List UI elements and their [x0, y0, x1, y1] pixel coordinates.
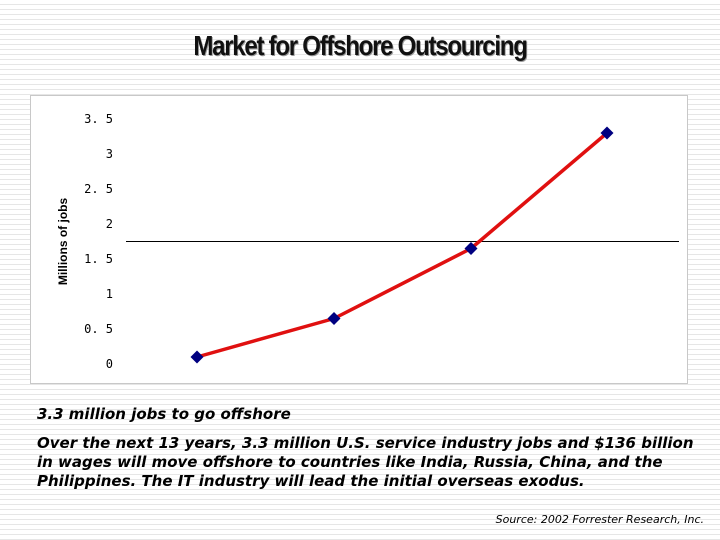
source-note: Source: 2002 Forrester Research, Inc. — [495, 513, 704, 526]
chart-panel: Millions of jobs 0 0. 5 1 1. 5 2 2. 5 3 3. 5 — [30, 95, 688, 384]
y-tick-label: 3. 5 — [84, 112, 113, 126]
data-point-marker — [327, 312, 341, 325]
y-tick-label: 0 — [106, 357, 113, 371]
data-point-marker — [464, 242, 478, 255]
description: Over the next 13 years, 3.3 million U.S.… — [37, 434, 694, 490]
data-point-marker — [190, 350, 204, 364]
y-tick-label: 3 — [106, 147, 113, 161]
y-tick-label: 1 — [106, 287, 113, 301]
y-tick-label: 2 — [106, 217, 113, 231]
line-chart: Millions of jobs 0 0. 5 1 1. 5 2 2. 5 3 3. 5 — [56, 112, 679, 371]
y-axis-ticks: 0 0. 5 1 1. 5 2 2. 5 3 3. 5 — [84, 112, 113, 371]
y-axis-label-group: Millions of jobs — [56, 198, 70, 286]
series-line — [195, 131, 609, 359]
y-tick-label: 1. 5 — [84, 252, 113, 266]
data-point-marker — [600, 126, 614, 140]
y-axis-label: Millions of jobs — [56, 198, 70, 286]
headline: 3.3 million jobs to go offshore — [37, 405, 291, 423]
slide-title: Market for Offshore Outsourcing — [193, 30, 528, 61]
y-tick-label: 0. 5 — [84, 322, 113, 336]
data-markers — [190, 126, 614, 364]
y-tick-label: 2. 5 — [84, 182, 113, 196]
